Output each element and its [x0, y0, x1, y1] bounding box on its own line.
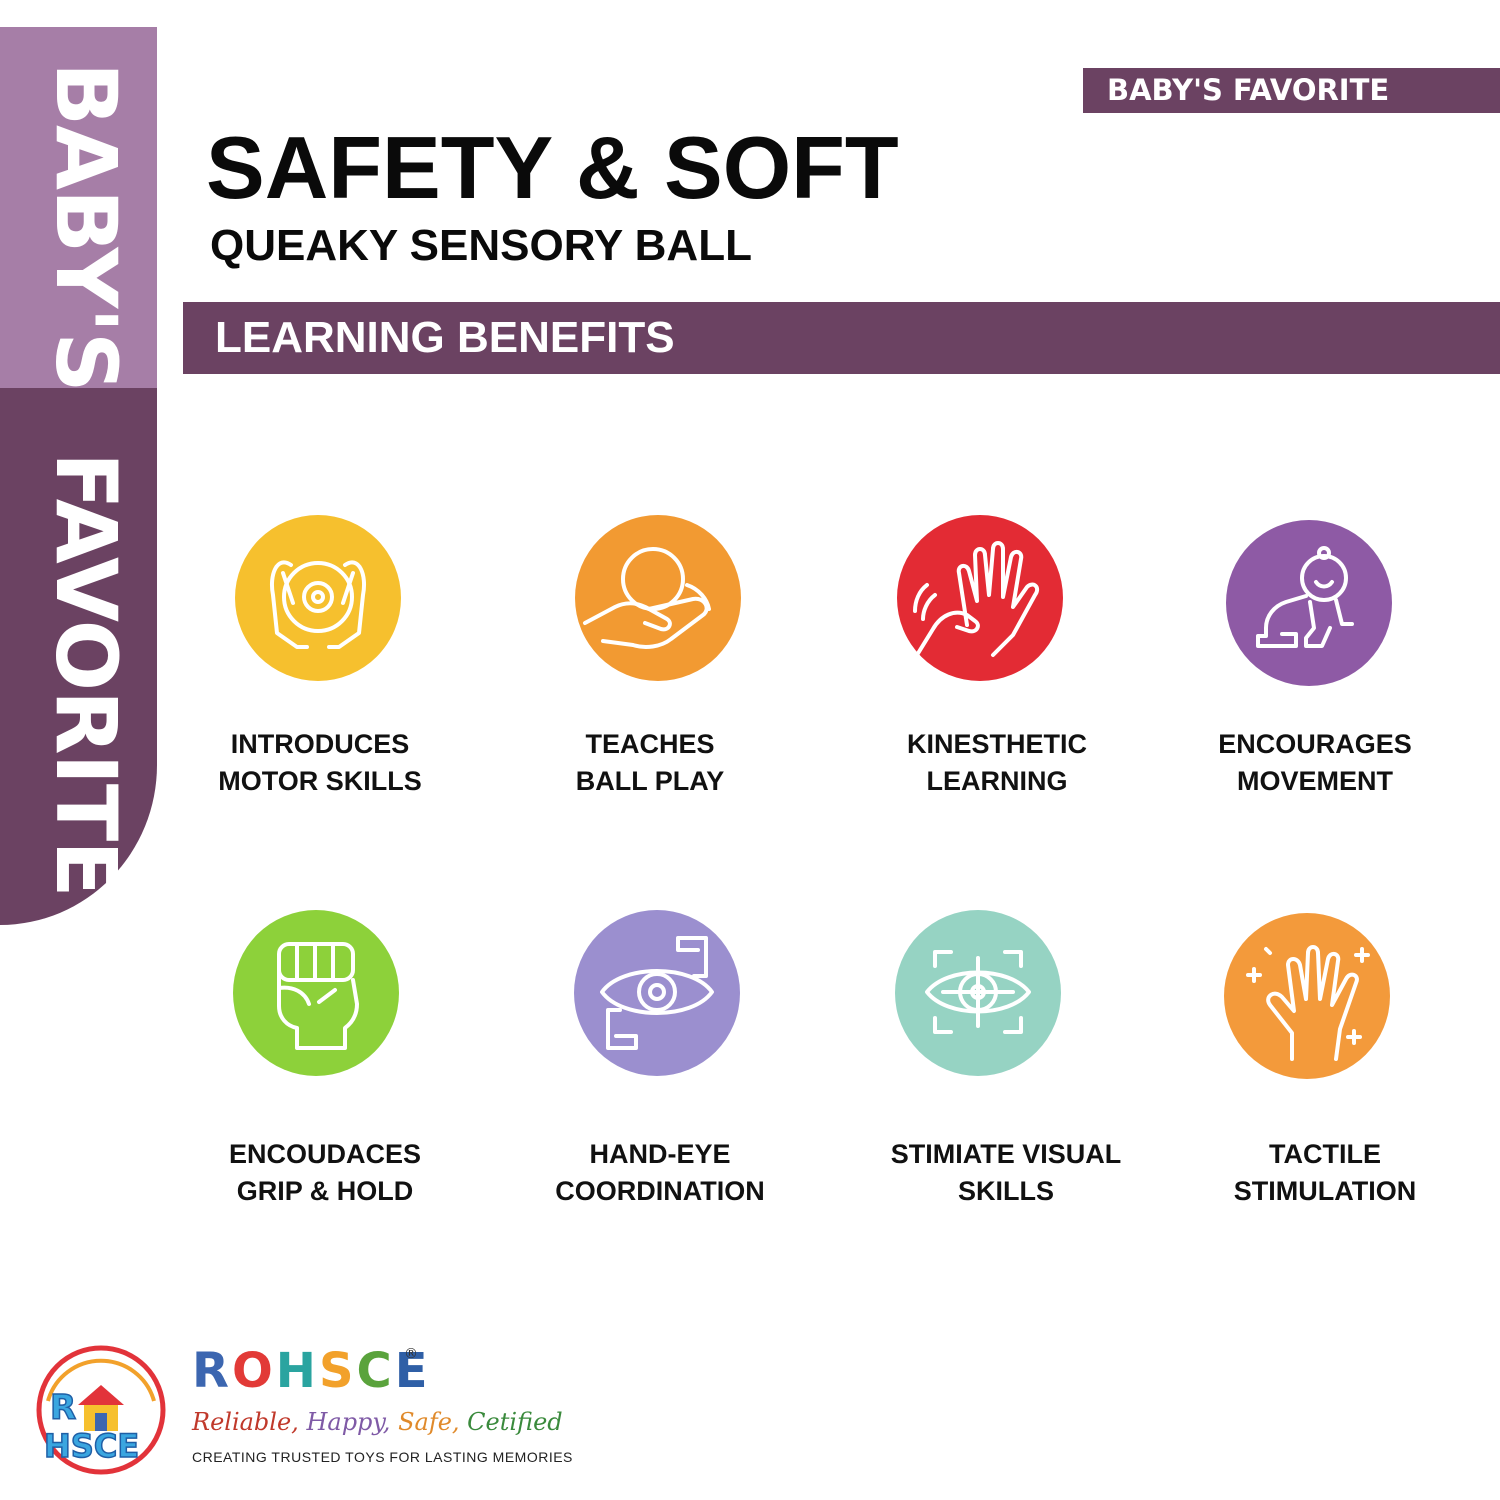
sparkle-hand-icon	[1224, 913, 1390, 1079]
benefit-label-grip-hold: ENCOUDACES GRIP & HOLD	[228, 1139, 422, 1206]
benefit-label-visual-skills: STIMIATE VISUAL SKILLS	[890, 1139, 1122, 1206]
brand-name-letter: S	[318, 1343, 357, 1399]
tagline-word: Happy,	[306, 1408, 391, 1436]
hands-touching-icon	[897, 515, 1063, 681]
page-subtitle: QUEAKY SENSORY BALL	[210, 221, 752, 270]
svg-text:R: R	[50, 1388, 76, 1428]
brand-name-letter: C	[356, 1343, 395, 1399]
brand-logo: R HSCE	[34, 1345, 168, 1475]
benefit-label-motor-skills: INTRODUCES MOTOR SKILLS	[218, 729, 422, 796]
benefit-label-ball-play: TEACHES BALL PLAY	[575, 729, 725, 796]
registered-mark: ®	[404, 1346, 421, 1362]
favorite-badge: BABY'S FAVORITE	[1083, 68, 1500, 113]
side-banner-top	[0, 27, 157, 390]
benefit-label-hand-eye: HAND-EYE COORDINATION	[555, 1139, 765, 1206]
tagline-word: Safe,	[398, 1408, 460, 1436]
benefit-label-kinesthetic: KINESTHETIC LEARNING	[906, 729, 1087, 796]
page-title: SAFETY & SOFT	[206, 118, 899, 217]
tagline-word: Reliable,	[192, 1408, 299, 1436]
side-banner-bottom	[0, 388, 157, 925]
brand-tagline: Reliable, Happy, Safe, Cetified	[192, 1408, 563, 1436]
brand-name-letter: R	[192, 1343, 232, 1399]
svg-text:HSCE: HSCE	[44, 1427, 139, 1465]
benefit-label-tactile: TACTILE STIMULATION	[1233, 1139, 1417, 1206]
brand-slogan: CREATING TRUSTED TOYS FOR LASTING MEMORI…	[192, 1449, 573, 1465]
side-text-favorite: FAVORITE	[37, 452, 135, 897]
brand-name-letter: O	[231, 1343, 276, 1399]
eye-hands-icon	[574, 910, 740, 1076]
hands-holding-ball-icon	[235, 515, 401, 681]
tagline-word: Cetified	[467, 1408, 563, 1436]
crawling-baby-icon	[1226, 520, 1392, 686]
section-band: LEARNING BENEFITS	[183, 302, 1500, 374]
fist-icon	[233, 910, 399, 1076]
hand-ball-icon	[575, 515, 741, 681]
brand-name-letter: E	[394, 1343, 431, 1399]
brand-name: ROHSCE ®	[192, 1345, 431, 1398]
brand-name-letter: H	[275, 1343, 319, 1399]
eye-target-icon	[895, 910, 1061, 1076]
brand-letter: ROHSCE	[192, 1343, 431, 1399]
benefit-label-movement: ENCOURAGES MOVEMENT	[1218, 729, 1412, 796]
side-text-babys: BABY'S	[37, 62, 135, 392]
section-heading: LEARNING BENEFITS	[215, 313, 675, 362]
